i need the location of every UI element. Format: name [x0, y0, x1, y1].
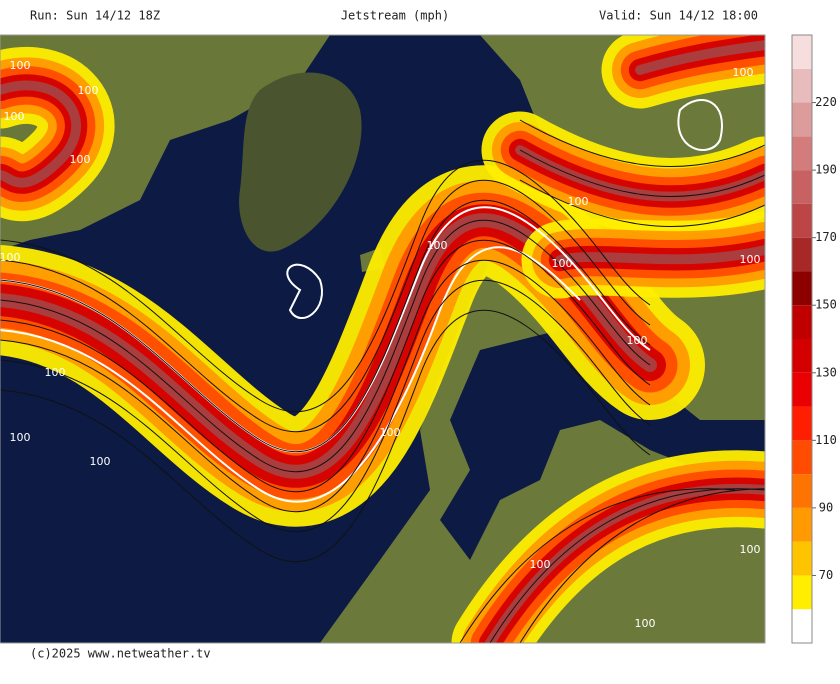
streamline	[489, 488, 765, 643]
streamline	[0, 199, 651, 453]
contour-label: 100	[45, 366, 66, 379]
jet-band	[555, 245, 765, 265]
streamline	[0, 239, 651, 493]
contour-label: 100	[627, 334, 648, 347]
colorbar-tick-label: 150	[815, 298, 837, 312]
contour-label: 100	[0, 251, 21, 264]
colorbar-segment	[792, 237, 812, 272]
streamlines	[0, 119, 765, 643]
colorbar-segment	[792, 35, 812, 69]
colorbar-segment	[792, 541, 812, 576]
colorbar-tick-label: 70	[819, 568, 833, 582]
streamline	[519, 149, 765, 197]
colorbar-segment	[792, 305, 812, 339]
streamline	[0, 159, 651, 413]
colorbar-frame	[791, 34, 813, 644]
contour-label: 100	[568, 195, 589, 208]
streamline	[519, 179, 765, 227]
streamline	[519, 488, 765, 643]
colorbar-segment	[792, 339, 812, 373]
map: 100 100 100 100 100 100 100 100 100 100 100 100 100 1…	[0, 35, 765, 643]
streamline	[459, 488, 736, 643]
contour-label: 100	[10, 59, 31, 72]
contour-label: 100	[380, 426, 401, 439]
valid-label: Valid: Sun 14/12 18:00	[599, 9, 758, 23]
colorbar-tick-label: 220	[815, 95, 837, 109]
colorbar-segment	[792, 170, 812, 204]
streamline	[0, 259, 651, 513]
colorbar-tick-label: 90	[819, 500, 833, 514]
contour-label: 100	[90, 455, 111, 468]
colorbar-segment	[792, 609, 812, 643]
colorbar-tick-label: 190	[815, 163, 837, 177]
colorbar-segment	[792, 575, 812, 610]
colorbar: 70 90 110 130 150 170 190 220	[791, 34, 837, 644]
colorbar-segment	[792, 271, 812, 306]
run-label: Run: Sun 14/12 18Z	[30, 9, 160, 23]
map-frame	[0, 34, 766, 644]
colorbar-segment	[792, 474, 812, 508]
streamline	[0, 279, 651, 533]
colorbar-tick-label: 170	[815, 230, 837, 244]
contour-label: 100	[70, 153, 91, 166]
contour-label: 100	[530, 558, 551, 571]
colorbar-segment	[792, 507, 812, 542]
jet-band	[635, 40, 765, 75]
contour-label: 100	[740, 253, 761, 266]
colorbar-segment	[792, 136, 812, 171]
colorbar-segment	[792, 440, 812, 475]
colorbar-segment	[792, 203, 812, 238]
copyright: (c)2025 www.netweather.tv	[30, 647, 211, 661]
streamline	[519, 119, 765, 167]
contour-label: 100	[552, 257, 573, 270]
colorbar-segment	[792, 68, 812, 103]
colorbar-tick-label: 130	[815, 365, 837, 379]
contour-label: 100	[10, 431, 31, 444]
colorbar-tick-label: 110	[815, 433, 837, 447]
streamline	[0, 309, 651, 563]
contour-label: 100	[740, 543, 761, 556]
streamline	[0, 179, 651, 433]
jet-band	[0, 80, 81, 188]
colorbar-segment	[792, 102, 812, 137]
contour-label: 100	[78, 84, 99, 97]
contour-label: 100	[427, 239, 448, 252]
map-title: Jetstream (mph)	[341, 9, 449, 23]
colorbar-segment	[792, 406, 812, 441]
contour-label: 100	[635, 617, 656, 630]
streamline	[0, 219, 651, 473]
contour-label: 100	[4, 110, 25, 123]
greenland	[239, 72, 362, 252]
contour-label: 100	[733, 66, 754, 79]
colorbar-segment	[792, 372, 812, 407]
